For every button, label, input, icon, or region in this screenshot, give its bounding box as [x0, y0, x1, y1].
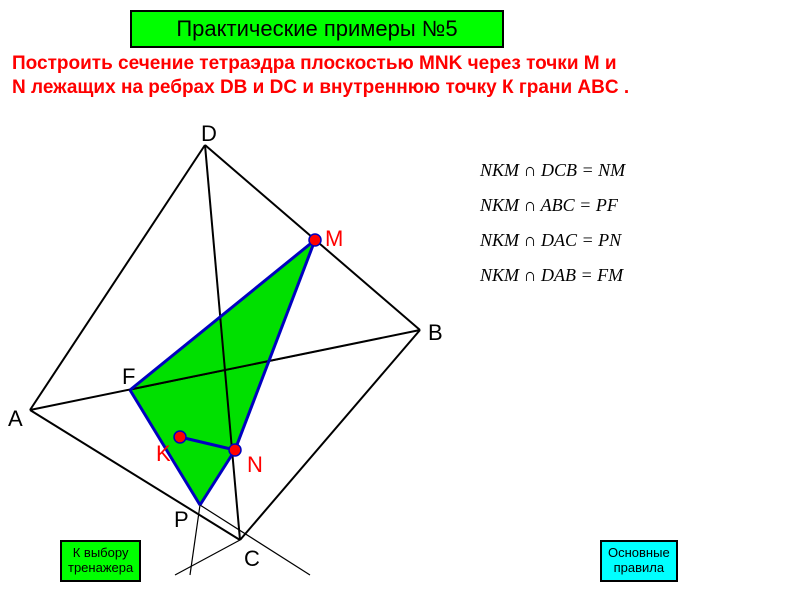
- point-label-D: D: [201, 121, 217, 147]
- equation-block: NKM ∩ DCB = NM NKM ∩ ABC = PF NKM ∩ DAC …: [480, 160, 625, 300]
- point-label-A: A: [8, 406, 23, 432]
- point-label-K: K: [156, 441, 171, 467]
- trainer-select-button[interactable]: К выборутренажера: [60, 540, 141, 582]
- point-label-C: C: [244, 546, 260, 572]
- point-label-P: P: [174, 507, 189, 533]
- diagram-svg: [10, 120, 470, 590]
- point-label-M: M: [325, 226, 343, 252]
- point-label-F: F: [122, 364, 135, 390]
- eq-row-3: NKM ∩ DAC = PN: [480, 230, 625, 251]
- point-label-B: B: [428, 320, 443, 346]
- eq-row-2: NKM ∩ ABC = PF: [480, 195, 625, 216]
- diagram-container: A B C D F P M N K: [10, 120, 470, 590]
- eq-row-1: NKM ∩ DCB = NM: [480, 160, 625, 181]
- eq-row-4: NKM ∩ DAB = FM: [480, 265, 625, 286]
- title-text: Практические примеры №5: [176, 16, 457, 41]
- trainer-select-label: К выборутренажера: [68, 545, 133, 575]
- point-label-N: N: [247, 452, 263, 478]
- rules-label: Основныеправила: [608, 545, 670, 575]
- rules-button[interactable]: Основныеправила: [600, 540, 678, 582]
- title-box: Практические примеры №5: [130, 10, 504, 48]
- task-text: Построить сечение тетраэдра плоскостью M…: [12, 52, 632, 100]
